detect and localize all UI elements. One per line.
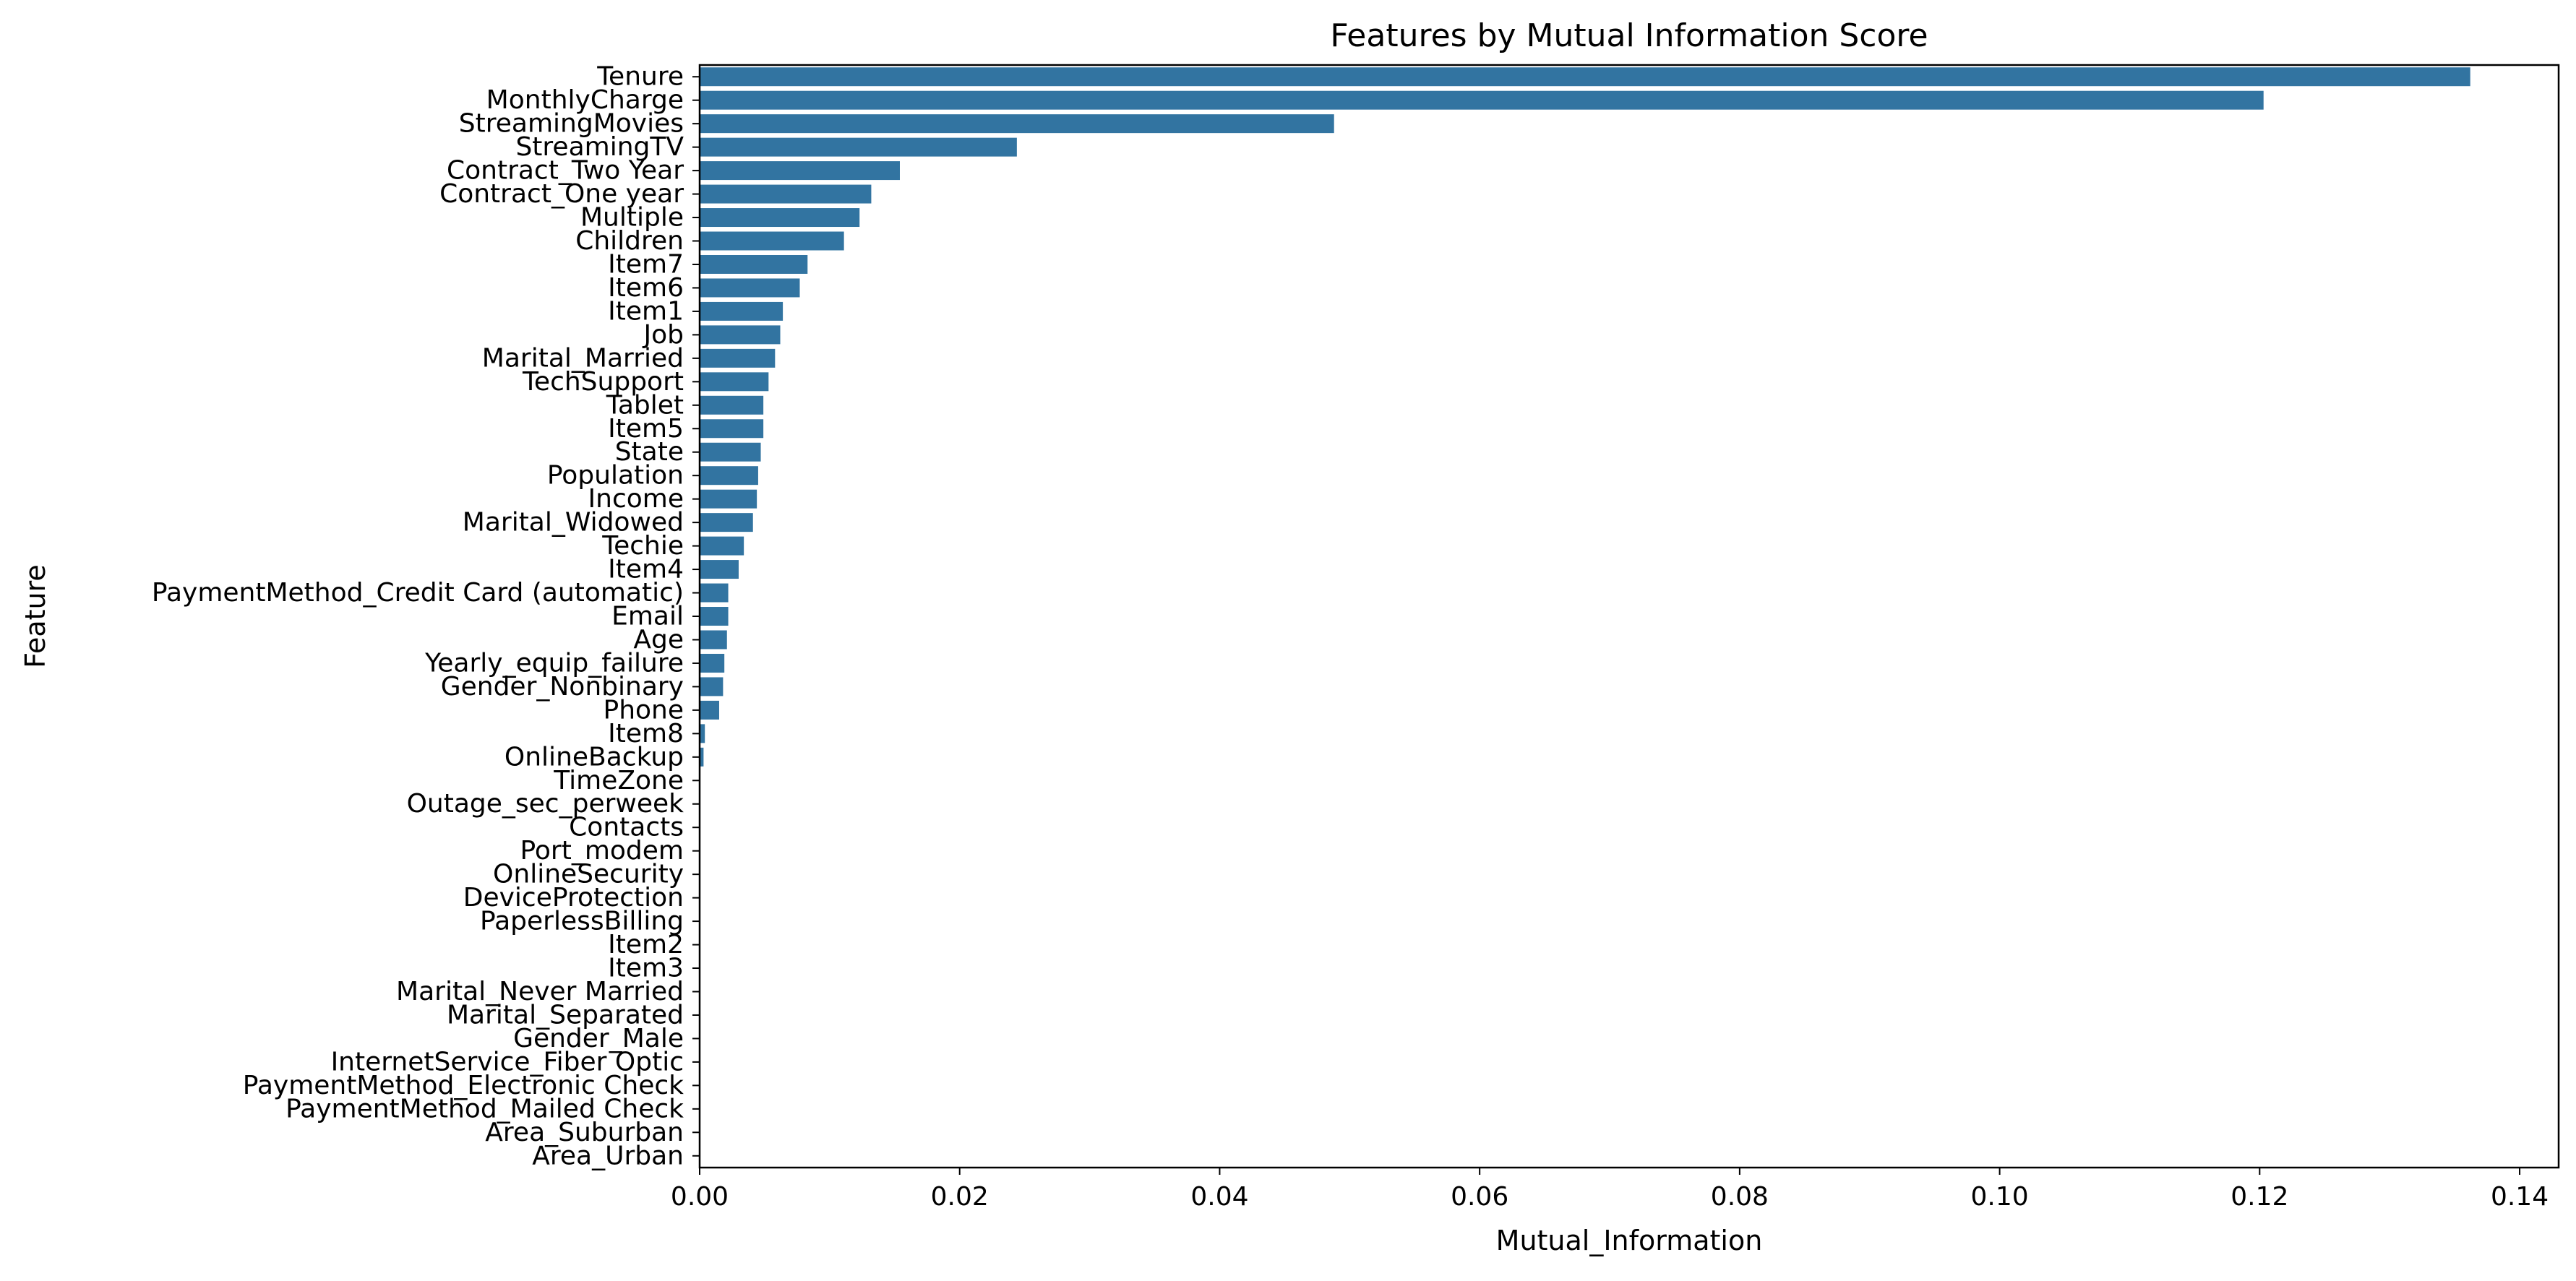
y-tick-label: PaymentMethod_Credit Card (automatic) <box>152 578 684 608</box>
y-tick-label: Tablet <box>606 390 684 420</box>
y-tick-label: Item5 <box>608 414 684 444</box>
x-tick-label: 0.14 <box>2491 1182 2549 1212</box>
bar <box>700 301 783 321</box>
bar <box>700 348 776 368</box>
y-tick-label: PaymentMethod_Electronic Check <box>243 1071 684 1100</box>
bar <box>700 137 1017 157</box>
y-tick-label: Gender_Male <box>513 1024 684 1053</box>
bar <box>700 489 757 509</box>
bar <box>700 466 758 486</box>
bar <box>700 161 900 181</box>
x-axis-ticks: 0.00 0.02 0.04 0.06 0.08 0.10 0.12 0.14 <box>671 1168 2549 1212</box>
y-tick-label: Marital_Widowed <box>463 508 684 538</box>
bar <box>700 583 729 603</box>
y-tick-label: Yearly_equip_failure <box>424 648 684 678</box>
bar <box>700 442 761 462</box>
y-tick-label: Income <box>588 484 684 514</box>
bar <box>700 419 764 439</box>
y-tick-label: Item3 <box>608 954 684 983</box>
y-tick-label: PaymentMethod_Mailed Check <box>285 1094 684 1123</box>
y-tick-label: Item1 <box>608 296 684 326</box>
y-tick-label: OnlineBackup <box>505 742 684 772</box>
y-tick-label: Contract_One year <box>439 179 684 209</box>
bar <box>700 747 704 767</box>
y-tick-label: Port_modem <box>520 836 684 866</box>
y-tick-label: Item4 <box>608 555 684 585</box>
y-tick-label: PaperlessBilling <box>480 907 684 936</box>
bar <box>700 395 764 415</box>
y-tick-label: Contract_Two Year <box>447 156 684 186</box>
y-tick-label: Item8 <box>608 719 684 749</box>
plot-frame <box>698 64 2560 1169</box>
x-tick-label: 0.06 <box>1451 1182 1508 1212</box>
x-tick-label: 0.08 <box>1711 1182 1769 1212</box>
bar <box>700 607 729 626</box>
y-tick-label: TimeZone <box>553 766 684 795</box>
y-tick-label: InternetService_Fiber Optic <box>331 1047 684 1077</box>
y-tick-label: Contacts <box>569 813 684 842</box>
y-tick-label: StreamingTV <box>515 132 684 162</box>
y-tick-label: OnlineSecurity <box>493 860 684 889</box>
y-tick-label: Outage_sec_perweek <box>407 789 684 819</box>
y-tick-label: Marital_Never Married <box>396 977 684 1006</box>
bar <box>700 677 724 696</box>
bar <box>700 90 2264 110</box>
bar <box>700 114 1334 134</box>
y-tick-label: Children <box>575 226 684 256</box>
bar <box>700 231 844 251</box>
x-tick-label: 0.00 <box>671 1182 729 1212</box>
y-tick-label: Marital_Separated <box>447 1000 684 1030</box>
y-tick-label: Marital_Married <box>482 343 684 373</box>
x-tick-label: 0.02 <box>931 1182 989 1212</box>
y-tick-label: StreamingMovies <box>459 109 684 139</box>
y-tick-label: Area_Suburban <box>485 1118 684 1147</box>
y-tick-label: Item7 <box>608 249 684 279</box>
bar <box>700 372 769 392</box>
bar <box>700 536 744 556</box>
x-axis-label: Mutual_Information <box>1496 1225 1763 1256</box>
y-tick-label: Item6 <box>608 273 684 303</box>
y-tick-label: Techie <box>601 531 684 561</box>
y-tick-label: Tenure <box>596 62 684 92</box>
bar <box>700 278 800 298</box>
y-tick-label: Email <box>611 602 684 631</box>
y-tick-label: Phone <box>603 695 684 725</box>
bar <box>700 560 739 579</box>
bar <box>700 184 872 204</box>
y-tick-label: TechSupport <box>522 367 684 397</box>
bar <box>700 208 860 228</box>
y-tick-label: Gender_Nonbinary <box>441 672 684 702</box>
y-axis-ticks: TenureMonthlyChargeStreamingMoviesStream… <box>152 62 700 1170</box>
y-tick-label: Item2 <box>608 930 684 959</box>
bar <box>700 67 2470 87</box>
y-tick-label: Area_Urban <box>532 1141 684 1170</box>
y-tick-label: Multiple <box>580 203 684 233</box>
x-tick-label: 0.04 <box>1190 1182 1248 1212</box>
x-tick-label: 0.12 <box>2231 1182 2288 1212</box>
y-tick-label: State <box>615 437 684 467</box>
bar <box>700 325 781 345</box>
bar <box>700 254 808 274</box>
y-tick-label: DeviceProtection <box>463 883 684 913</box>
y-axis-label: Feature <box>20 564 51 668</box>
bar <box>700 653 725 673</box>
bar <box>700 513 753 532</box>
y-tick-label: Job <box>643 320 684 350</box>
bar <box>700 700 719 720</box>
y-tick-label: Population <box>547 461 684 491</box>
chart-title: Features by Mutual Information Score <box>1330 17 1928 54</box>
bar <box>700 724 705 743</box>
bar <box>700 630 727 650</box>
bars-group <box>700 67 2470 767</box>
x-tick-label: 0.10 <box>1971 1182 2029 1212</box>
y-tick-label: MonthlyCharge <box>486 85 684 115</box>
y-tick-label: Age <box>633 625 684 655</box>
